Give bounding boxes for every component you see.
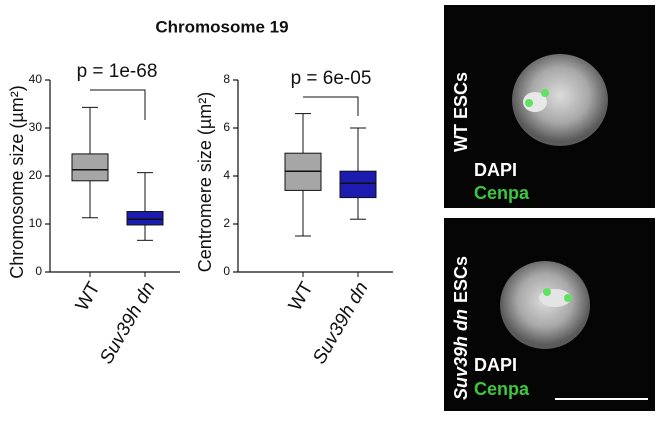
box	[339, 170, 377, 199]
y-axis-label: Chromosome size (µm²)	[7, 85, 27, 278]
centromere-spot	[541, 89, 549, 97]
x-tick-label: Suv39h dn	[96, 279, 160, 368]
genotype: Suv39h dn	[451, 309, 471, 400]
cell-type: ESCs	[451, 256, 471, 303]
figure-title: Chromosome 19	[155, 17, 288, 36]
y-tick-label: 0	[35, 264, 42, 278]
p-value: p = 6e-05	[291, 68, 372, 89]
y-tick-label: 30	[29, 120, 43, 134]
box	[126, 211, 164, 226]
significance-bracket	[90, 89, 146, 120]
significance-bracket	[303, 96, 359, 116]
x-tick-label: WT	[72, 278, 105, 314]
y-tick-label: 8	[223, 72, 230, 86]
y-tick-label: 40	[29, 72, 43, 86]
y-tick-label: 10	[29, 216, 43, 230]
image-panel: WT ESCs DAPI Cenpa	[444, 5, 655, 208]
channel-label: Cenpa	[474, 183, 530, 203]
image-label: WT ESCs	[451, 72, 471, 152]
centromere-spot	[525, 99, 533, 107]
x-tick-label: WT	[285, 278, 318, 314]
y-axis-label: Centromere size (µm²)	[195, 92, 215, 272]
nucleus	[512, 54, 608, 146]
box	[71, 153, 109, 182]
p-value: p = 1e-68	[77, 61, 158, 82]
y-tick-label: 20	[29, 168, 43, 182]
image-label: Suv39h dn ESCs	[451, 256, 471, 400]
channel-label: Cenpa	[474, 379, 530, 399]
y-tick-label: 4	[223, 168, 230, 182]
channel-label: DAPI	[474, 355, 517, 375]
y-tick-label: 6	[223, 120, 230, 134]
y-tick-label: 2	[223, 216, 230, 230]
x-tick-label: Suv39h dn	[309, 279, 373, 368]
image-panel: Suv39h dn ESCs DAPI Cenpa	[444, 218, 655, 411]
centromere-spot	[543, 288, 551, 296]
channel-label: DAPI	[474, 160, 517, 180]
centromere-spot	[564, 294, 572, 302]
y-tick-label: 0	[223, 264, 230, 278]
